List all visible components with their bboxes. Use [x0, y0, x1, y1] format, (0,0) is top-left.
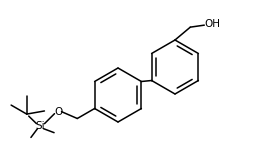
Text: OH: OH [204, 19, 220, 29]
Text: Si: Si [36, 121, 45, 131]
Text: O: O [54, 107, 63, 117]
